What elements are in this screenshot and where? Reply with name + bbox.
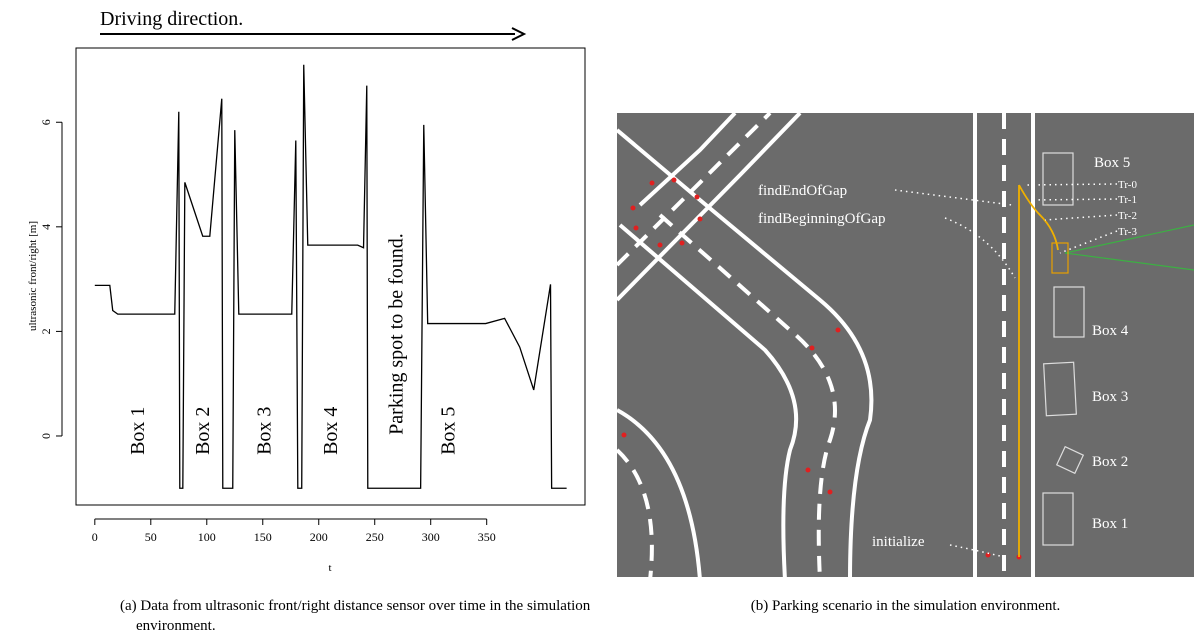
y-tick-label: 6 [39,119,53,125]
diagram-label: Box 4 [1092,323,1129,339]
vehicle [1051,242,1069,274]
x-tick-label: 150 [254,530,272,544]
trajectory [1018,184,1069,557]
road-center [658,213,837,577]
diagram-label: findEndOfGap [758,183,847,199]
diagram-label: Box 5 [1094,155,1130,171]
diagram-label: Tr-0 [1118,179,1137,191]
plot-frame [75,47,586,506]
annotation: Box 5 [437,407,459,455]
data-line [94,64,567,489]
marker [671,177,677,183]
y-tick-label: 0 [39,433,53,439]
x-tick-label: 0 [92,530,98,544]
annotation: Box 4 [320,407,342,455]
road-edge [617,408,702,577]
box-obstacle [1043,361,1077,417]
chart-title: Driving direction. [100,8,243,30]
marker [633,225,639,231]
road-center [617,448,654,577]
diagram-label: Box 2 [1092,454,1128,470]
annotation: Parking spot to be found. [385,233,407,435]
road-edge [618,223,799,577]
marker [694,194,700,200]
road-edge [617,113,802,302]
annotation: Box 1 [127,407,149,455]
y-axis-label: ultrasonic front/right [m] [27,221,39,331]
marker [985,552,991,558]
x-tick-label: 200 [310,530,328,544]
diagram-label: findBeginningOfGap [758,211,885,227]
diagram-label: Box 3 [1092,389,1128,405]
road-center [617,113,772,267]
annotation: Box 2 [192,407,214,455]
marker [657,242,663,248]
road-edge [617,128,702,202]
callout-arrow [1044,214,1118,221]
road-edge [698,198,874,577]
annotation: Box 3 [254,407,276,455]
marker [621,432,627,438]
red-markers [621,177,1022,560]
callout-arrows [894,183,1118,557]
caption-a: (a) Data from ultrasonic front/right dis… [120,598,591,634]
trajectory-curve [1018,184,1059,251]
marker [697,216,703,222]
x-tick-label: 50 [145,530,157,544]
x-tick-label: 350 [478,530,496,544]
marker [805,467,811,473]
y-tick-label: 4 [39,224,53,230]
box-obstacle [1055,445,1085,475]
road-edge [638,113,737,207]
box-obstacle [1042,492,1074,546]
marker [835,327,841,333]
sim-background [617,113,1194,577]
marker [809,345,815,351]
diagram-label: Tr-1 [1118,194,1137,206]
x-tick-label: 250 [366,530,384,544]
direction-arrow-head [511,27,527,41]
marker [827,489,833,495]
boxes [1042,152,1085,546]
box-obstacle [1042,152,1074,206]
diagram-label: Tr-2 [1118,210,1137,222]
sensor-ray [1064,252,1194,271]
x-tick-label: 300 [422,530,440,544]
diagram-label: Tr-3 [1118,226,1137,238]
x-tick-label: 100 [198,530,216,544]
callout-arrow [1023,183,1118,186]
marker [649,180,655,186]
y-tick-label: 2 [39,328,53,334]
marker [630,205,636,211]
roads [617,113,1194,577]
diagram-label: Box 1 [1092,516,1128,532]
x-axis-label: t [328,562,331,574]
marker [679,240,685,246]
callout-arrow [1029,198,1118,201]
callout-arrow [1059,230,1118,254]
caption-b: (b) Parking scenario in the simulation e… [750,598,1061,614]
box-obstacle [1053,286,1085,338]
diagram-label: initialize [872,534,925,550]
sensor-ray [1064,224,1194,254]
